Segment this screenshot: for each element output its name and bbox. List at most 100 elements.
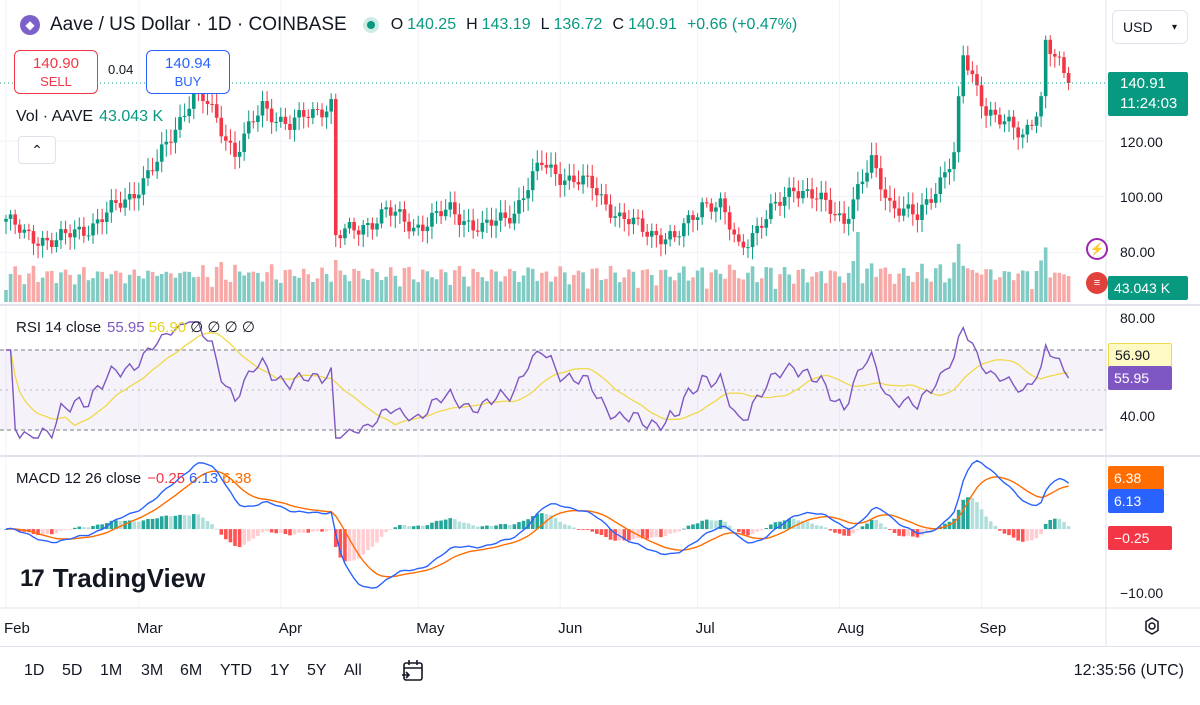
macd-histogram-bar	[407, 526, 411, 530]
candle-body	[933, 194, 938, 203]
macd-histogram-bar	[622, 529, 627, 541]
macd-histogram-bar	[141, 520, 146, 530]
candle-body	[320, 109, 324, 118]
macd-histogram-bar	[773, 522, 778, 530]
volume-bar	[40, 277, 45, 302]
volume-bar	[929, 281, 933, 302]
candle-body	[297, 110, 301, 118]
macd-histogram-bar	[388, 529, 393, 530]
macd-histogram-bar	[801, 520, 805, 530]
volume-bar	[68, 274, 72, 302]
volume-bar	[274, 279, 279, 302]
volume-bar	[631, 271, 636, 302]
candle-body	[260, 101, 265, 116]
range-button-1y[interactable]: 1Y	[270, 662, 290, 679]
macd-histogram-bar	[219, 529, 224, 535]
volume-legend[interactable]: Vol · AAVE 43.043 K	[16, 108, 163, 126]
volume-bar	[361, 278, 366, 302]
range-button-5y[interactable]: 5Y	[307, 662, 327, 679]
macd-histogram-bar	[315, 529, 320, 531]
volume-bar	[1016, 273, 1020, 302]
volume-bar	[173, 277, 178, 302]
settings-icon[interactable]	[1142, 616, 1162, 636]
candle-body	[572, 175, 576, 182]
macd-histogram-bar	[952, 518, 956, 530]
range-button-6m[interactable]: 6M	[180, 662, 203, 679]
volume-bar	[572, 274, 576, 302]
candle-body	[398, 209, 402, 212]
range-button-1m[interactable]: 1M	[100, 662, 123, 679]
candle-body	[787, 187, 791, 197]
macd-histogram-bar	[732, 528, 737, 530]
candle-body	[72, 229, 77, 238]
volume-bar	[737, 278, 741, 302]
candle-body	[906, 204, 911, 209]
macd-histogram-bar	[709, 520, 714, 530]
rsi-extra-values: ∅ ∅ ∅ ∅	[190, 319, 255, 336]
range-button-3m[interactable]: 3M	[141, 662, 164, 679]
candle-body	[947, 169, 952, 173]
volume-bar	[4, 290, 8, 302]
candle-body	[210, 104, 214, 106]
candle-body	[627, 218, 631, 225]
volume-bar	[732, 269, 737, 302]
calendar-goto-icon[interactable]	[400, 658, 426, 684]
macd-histogram-bar	[787, 518, 791, 530]
range-button-1d[interactable]: 1D	[24, 662, 45, 679]
currency-select[interactable]: USD ▾	[1112, 10, 1188, 44]
volume-bar	[246, 272, 251, 302]
volume-bar	[36, 281, 40, 302]
candle-body	[1002, 121, 1007, 125]
macd-histogram-bar	[755, 529, 759, 532]
volume-bar	[668, 276, 672, 302]
volume-bar	[1039, 260, 1043, 302]
macd-histogram-bar	[1039, 529, 1043, 535]
buy-button[interactable]: 140.94 BUY	[146, 50, 230, 94]
rsi-legend[interactable]: RSI 14 close 55.95 56.90 ∅ ∅ ∅ ∅	[16, 318, 255, 336]
volume-bar	[998, 277, 1002, 302]
macd-histogram-bar	[260, 529, 265, 533]
candle-body	[915, 214, 920, 220]
candle-body	[677, 236, 682, 238]
collapse-legend-button[interactable]: ⌃	[18, 136, 56, 164]
macd-histogram-bar	[911, 529, 915, 537]
lightning-icon[interactable]: ⚡	[1086, 238, 1108, 260]
macd-histogram-bar	[1011, 529, 1016, 538]
candle-body	[104, 212, 109, 222]
macd-histogram-bar	[132, 521, 137, 530]
volume-bar	[952, 262, 956, 302]
candle-body	[485, 219, 489, 223]
volume-bar	[187, 271, 191, 302]
volume-bar	[746, 272, 750, 302]
volume-bar	[874, 276, 878, 302]
symbol-text[interactable]: Aave / US Dollar · 1D · COINBASE	[50, 14, 347, 35]
sell-button[interactable]: 140.90 SELL	[14, 50, 98, 94]
macd-histogram-bar	[338, 529, 343, 558]
macd-histogram-bar	[562, 524, 567, 530]
range-button-all[interactable]: All	[344, 662, 362, 679]
candle-body	[503, 212, 508, 218]
range-button-ytd[interactable]: YTD	[220, 662, 252, 679]
volume-bar	[567, 284, 572, 302]
macd-legend[interactable]: MACD 12 26 close −0.25 6.13 6.38	[16, 470, 251, 487]
tradingview-logo[interactable]: 17 TradingView	[20, 563, 205, 594]
utc-clock[interactable]: 12:35:56 (UTC)	[1073, 662, 1184, 679]
macd-histogram-bar	[82, 527, 86, 530]
volume-bar	[856, 232, 860, 302]
volume-bar	[704, 288, 709, 302]
us-flag-icon[interactable]: ≡	[1086, 272, 1108, 294]
macd-histogram-bar	[434, 520, 439, 530]
candle-body	[700, 202, 704, 218]
candle-body	[100, 219, 104, 222]
candle-body	[123, 199, 127, 208]
aave-logo-icon: ◆	[20, 15, 40, 35]
macd-histogram-bar	[494, 525, 498, 530]
range-button-5d[interactable]: 5D	[62, 662, 83, 679]
candle-body	[778, 201, 782, 206]
candle-body	[558, 174, 562, 185]
candle-body	[205, 100, 210, 105]
macd-histogram-bar	[398, 524, 402, 530]
candle-body	[251, 121, 256, 123]
candle-body	[182, 115, 187, 118]
